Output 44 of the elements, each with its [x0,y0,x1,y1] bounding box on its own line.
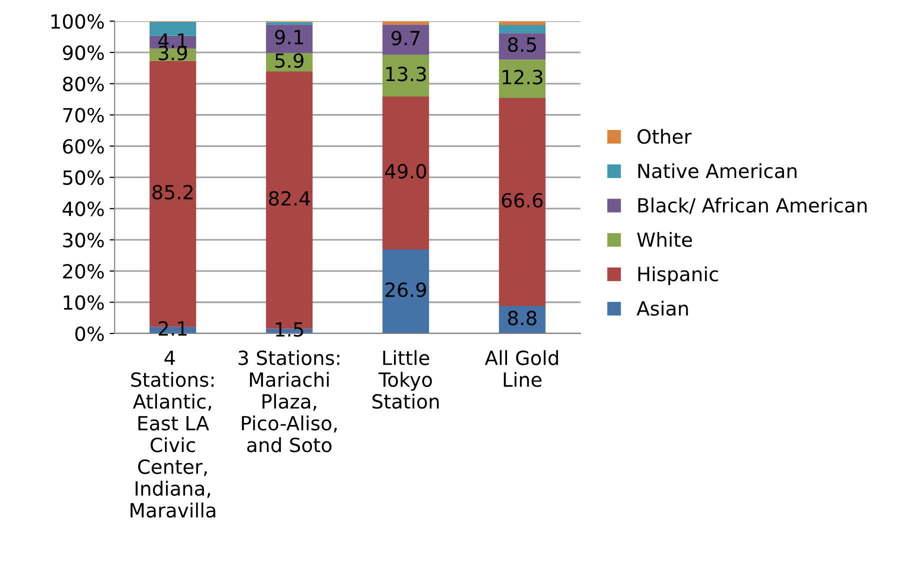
data-label: 8.8 [508,310,536,326]
y-tick-label: 60% [63,139,104,154]
y-tick-label: 0% [75,326,104,342]
x-tick-label: 4 Stations: Atlantic, East LA Civic Center, Indiana, Maravilla [130,350,216,518]
y-tick-label: 10% [64,295,104,310]
legend-label: Asian [636,300,688,316]
bar [498,60,546,98]
y-tick-label: 70% [63,108,104,123]
data-label: 49.0 [385,164,426,179]
y-tick-label: 80% [63,76,104,92]
bar [382,249,430,334]
legend-label: White [637,232,692,248]
data-label: 82.4 [268,191,310,206]
bar [382,54,430,96]
bar [498,33,546,60]
bar [498,24,546,34]
y-tick-label: 20% [63,264,104,279]
data-label: 13.3 [386,66,426,82]
legend-label: Native American [638,163,796,178]
data-label: 12.3 [502,70,542,84]
x-tick-label: Little Tokyo Station [372,350,439,409]
legend-label: Black/ African American [638,198,867,214]
y-tick-label: 90% [62,45,104,60]
y-tick-label: 50% [63,170,104,186]
bar [498,98,546,306]
data-label: 9.1 [275,30,303,44]
y-tick-label: 30% [63,232,104,248]
y-tick-label: 40% [62,202,104,216]
data-label: 8.5 [508,37,536,52]
x-tick-label: All Gold Line [484,350,558,387]
y-tick-label: 100% [51,14,104,29]
bar [382,96,430,250]
data-label: 66.6 [502,192,543,208]
data-label: 85.2 [152,184,193,200]
legend-label: Hispanic [638,266,718,286]
data-label: 26.9 [386,282,426,298]
bar [266,24,313,54]
x-tick-label: 3 Stations: Mariachi Plaza, Pico-Aliso, and Soto [238,350,340,452]
data-label: 5.9 [275,53,304,68]
bar [266,22,313,25]
legend-label: Other [638,128,692,144]
bar [498,21,546,25]
bar [382,24,430,55]
data-label: 9.7 [392,30,420,46]
